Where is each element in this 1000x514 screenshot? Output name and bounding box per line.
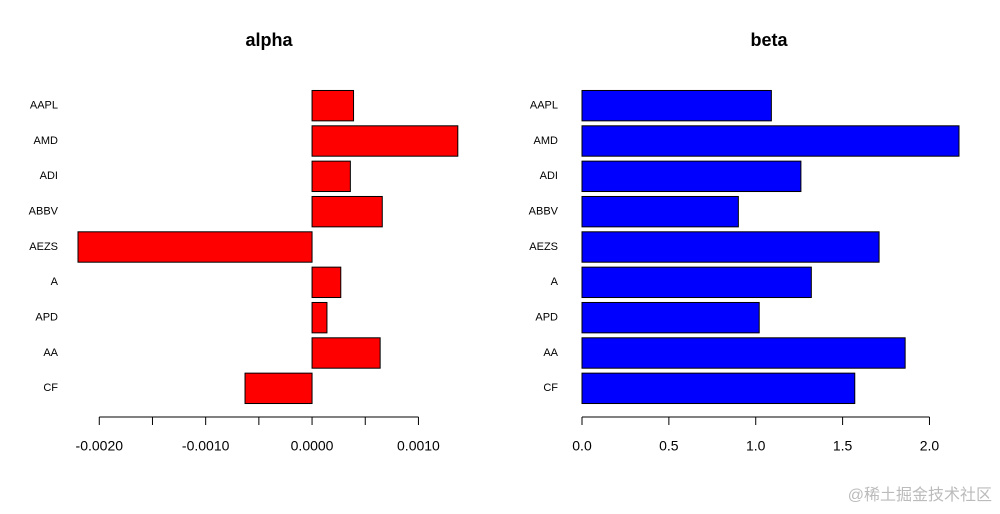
y-tick-label: A [551, 276, 559, 288]
y-tick-label: ABBV [29, 206, 59, 218]
x-tick-label: -0.0020 [76, 438, 124, 454]
bar [311, 125, 459, 157]
y-tick-label: AEZS [29, 241, 58, 253]
y-tick-label: ADI [40, 170, 58, 182]
y-tick-label: ADI [540, 170, 558, 182]
chart-title: beta [750, 30, 788, 50]
bar [581, 301, 760, 334]
y-tick-label: AA [43, 347, 58, 359]
y-tick-label: CF [43, 382, 58, 394]
y-tick-label: AAPL [30, 100, 58, 112]
x-tick-label: 1.5 [833, 438, 853, 454]
y-tick-label: AEZS [529, 241, 558, 253]
y-tick-label: A [51, 276, 59, 288]
y-tick-label: AMD [34, 135, 59, 147]
y-tick-label: AMD [534, 135, 559, 147]
x-tick-label: 0.0010 [397, 438, 440, 454]
chart-title: alpha [245, 30, 293, 50]
y-tick-label: AAPL [530, 100, 558, 112]
y-tick-label: CF [543, 382, 558, 394]
bar [581, 337, 906, 369]
bar [581, 372, 856, 405]
x-tick-label: 2.0 [920, 438, 940, 454]
x-tick-label: 0.0 [572, 438, 592, 454]
y-tick-label: ABBV [529, 206, 559, 218]
bar [311, 337, 381, 369]
y-tick-label: APD [35, 312, 58, 324]
bar [77, 231, 313, 263]
x-tick-label: 0.0000 [291, 438, 334, 454]
bar [581, 89, 772, 122]
bar [311, 160, 351, 193]
bar [581, 125, 960, 157]
bar [311, 195, 383, 228]
x-tick-label: 0.5 [659, 438, 679, 454]
x-tick-label: -0.0010 [182, 438, 230, 454]
bar [581, 266, 812, 299]
bar [311, 301, 328, 334]
bar [581, 231, 880, 263]
bar [311, 266, 342, 299]
bar [311, 89, 355, 122]
y-tick-label: APD [535, 312, 558, 324]
bar [244, 372, 313, 405]
bar [581, 160, 802, 193]
x-tick-label: 1.0 [746, 438, 766, 454]
bar [581, 195, 739, 228]
y-tick-label: AA [543, 347, 558, 359]
watermark: @稀土掘金技术社区 [848, 486, 992, 504]
